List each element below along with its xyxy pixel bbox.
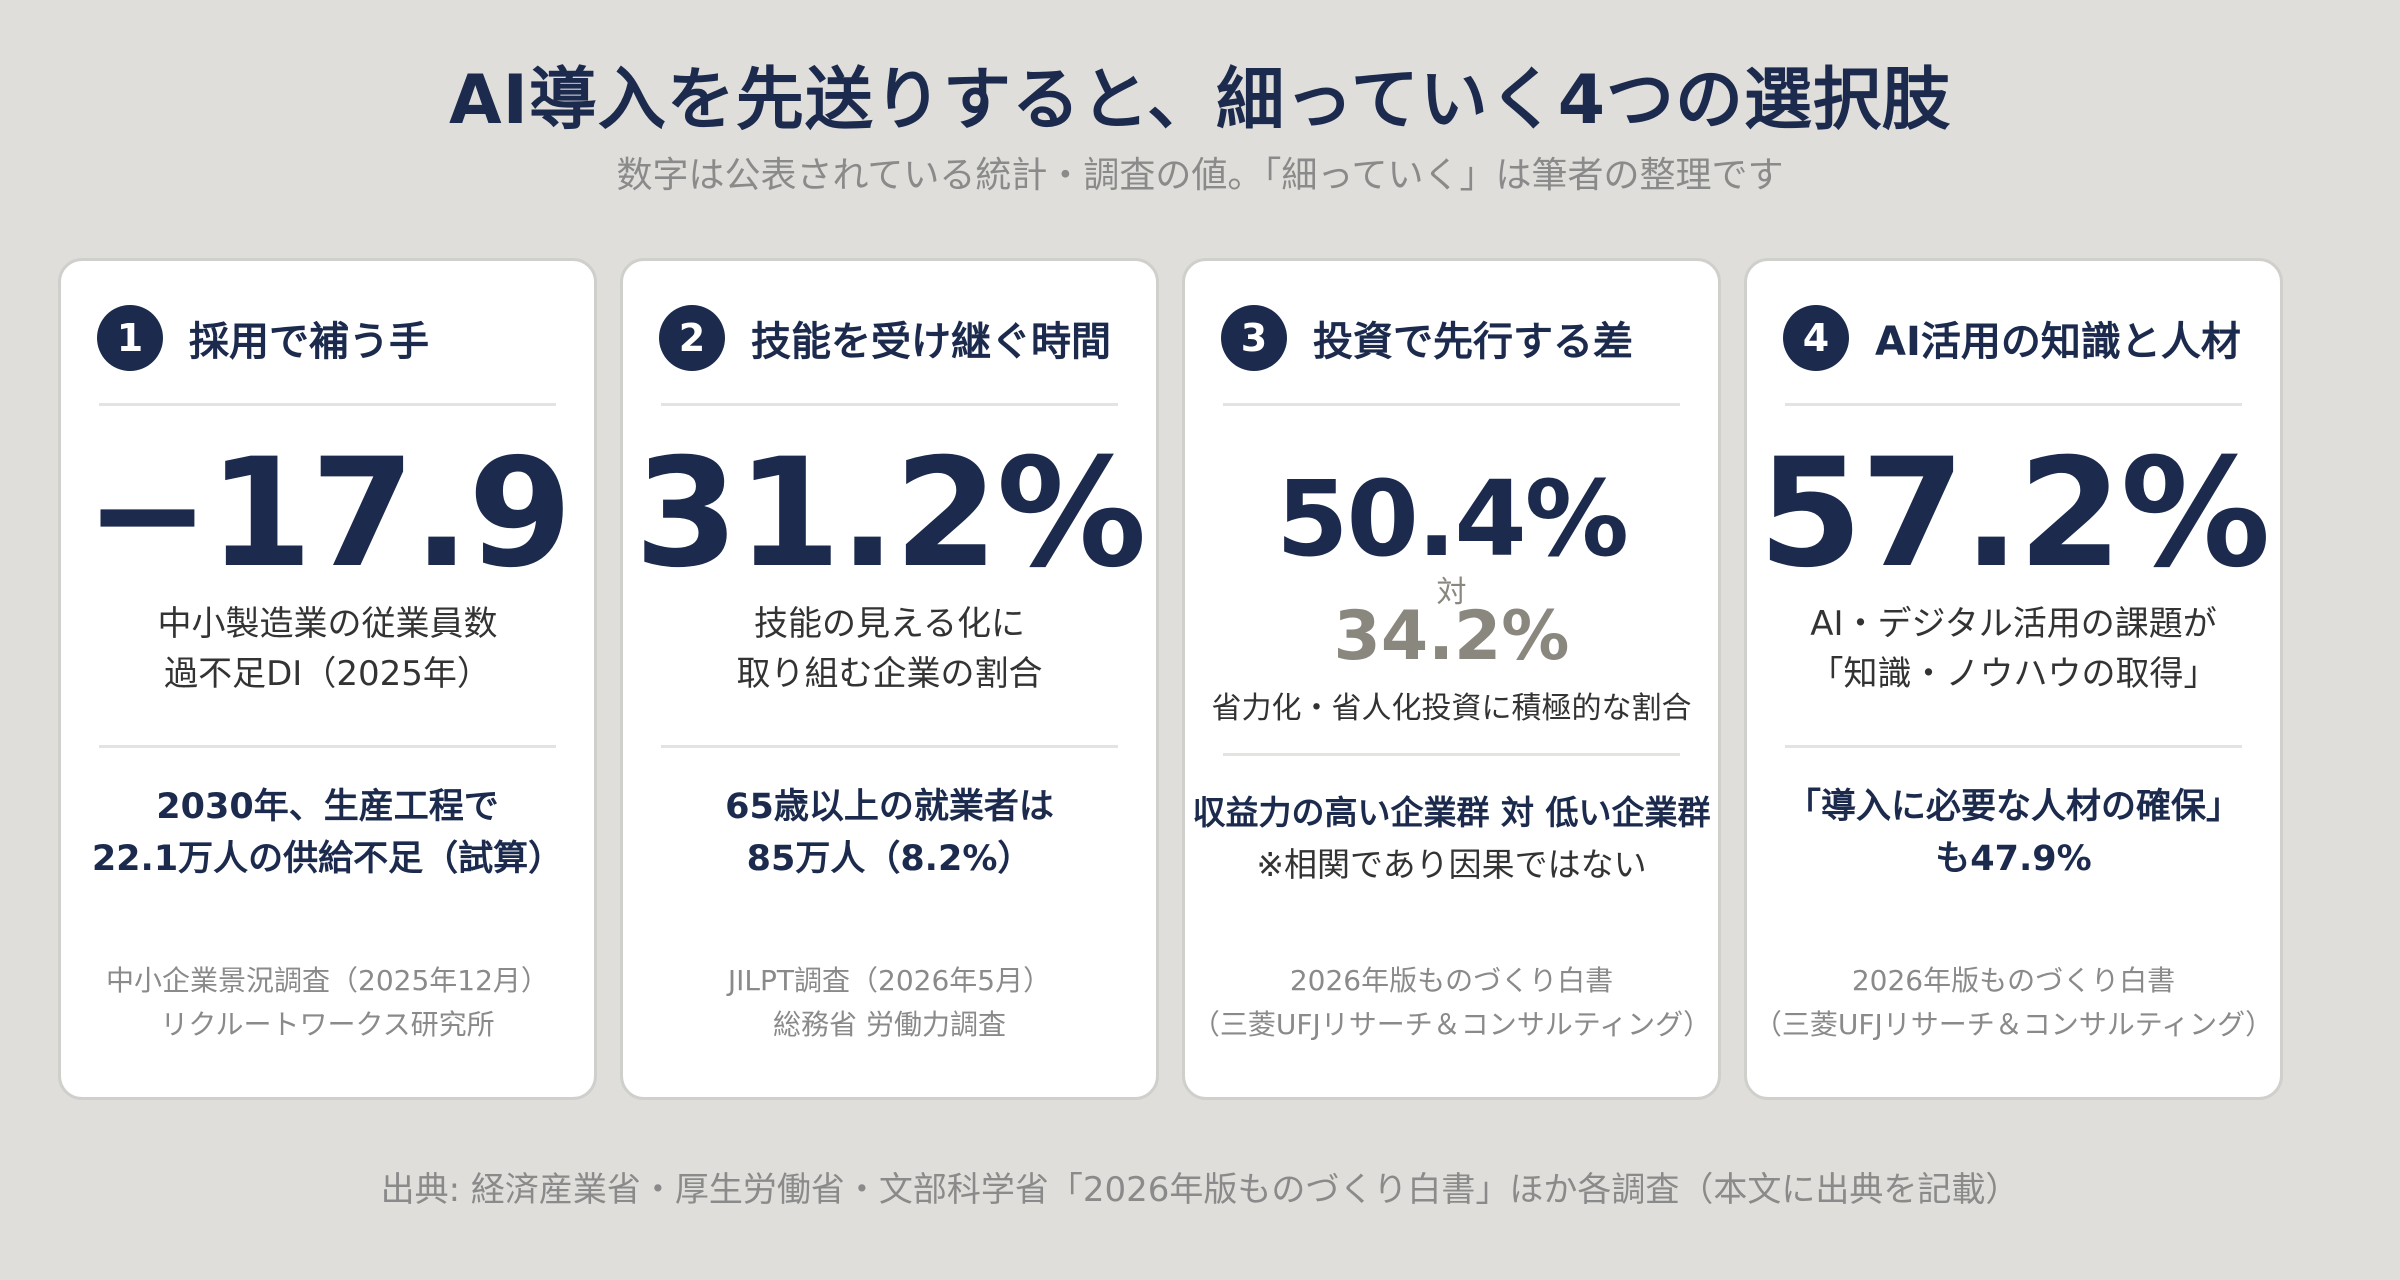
source-line: （三菱UFJリサーチ＆コンサルティング） [1753,1008,2274,1041]
source-line: 総務省 労働力調査 [773,1008,1006,1041]
description-line: 技能の見える化に [754,604,1025,644]
value-description: AI・デジタル活用の課題が 「知識・ノウハウの取得」 [1757,599,2270,699]
description-line: 中小製造業の従業員数 [157,604,498,644]
fact-line: 収益力の高い企業群 対 低い企業群 [1192,793,1711,832]
compare-value: 34.2% [1333,597,1570,676]
value-description: 技能の見える化に 取り組む企業の割合 [633,599,1146,699]
key-fact: 「導入に必要な人材の確保」 も47.9% [1751,781,2276,885]
card-ai-talent: 4 AI活用の知識と人材 57.2% AI・デジタル活用の課題が 「知識・ノウハ… [1744,258,2283,1100]
card-header: 2 技能を受け継ぐ時間 [659,303,1136,373]
divider [661,403,1118,406]
big-value: 50.4% [1276,458,1629,580]
card-grid: 1 採用で補う手 −17.9 中小製造業の従業員数 過不足DI（2025年） 2… [58,258,2342,1100]
card-skills: 2 技能を受け継ぐ時間 31.2% 技能の見える化に 取り組む企業の割合 65歳… [620,258,1159,1100]
number-badge: 3 [1221,305,1287,371]
fact-line: 「導入に必要な人材の確保」 [1785,787,2241,827]
fact-line: 22.1万人の供給不足（試算） [91,839,564,879]
card-header: 1 採用で補う手 [97,303,574,373]
source-note: 2026年版ものづくり白書 （三菱UFJリサーチ＆コンサルティング） [1747,959,2280,1047]
fact-line: 85万人（8.2%） [746,839,1033,879]
source-line: リクルートワークス研究所 [160,1008,495,1041]
caveat-note: ※相関であり因果ではない [1256,845,1647,884]
number-badge: 2 [659,305,725,371]
key-fact: 65歳以上の就業者は 85万人（8.2%） [627,781,1152,885]
divider [1223,403,1680,406]
big-value: 31.2% [634,427,1146,601]
source-line: 2026年版ものづくり白書 [1289,964,1614,997]
description-line: AI・デジタル活用の課題が [1810,604,2217,644]
description-line: 「知識・ノウハウの取得」 [1809,654,2218,694]
page-subtitle: 数字は公表されている統計・調査の値。「細っていく」は筆者の整理です [616,155,1784,196]
number-badge: 4 [1783,305,1849,371]
card-header: 3 投資で先行する差 [1221,303,1698,373]
card-title: 採用で補う手 [189,319,429,365]
card-header: 4 AI活用の知識と人材 [1783,303,2260,373]
description-line: 取り組む企業の割合 [736,654,1043,694]
divider [1223,753,1680,756]
divider [99,745,556,748]
source-line: 中小企業景況調査（2025年12月） [106,964,549,997]
footer-citation: 出典: 経済産業省・厚生労働省・文部科学省「2026年版ものづくり白書」ほか各調… [380,1170,2020,1210]
divider [1785,403,2242,406]
value-description: 省力化・省人化投資に積極的な割合 [1211,691,1692,726]
value-description: 中小製造業の従業員数 過不足DI（2025年） [71,599,584,699]
source-line: 2026年版ものづくり白書 [1851,964,2176,997]
versus-label: 対 [1436,575,1467,610]
description-line: 過不足DI（2025年） [164,654,491,694]
divider [661,745,1118,748]
source-note: 2026年版ものづくり白書 （三菱UFJリサーチ＆コンサルティング） [1185,959,1718,1047]
card-hiring: 1 採用で補う手 −17.9 中小製造業の従業員数 過不足DI（2025年） 2… [58,258,597,1100]
card-title: 技能を受け継ぐ時間 [751,319,1111,365]
divider [1785,745,2242,748]
card-title: AI活用の知識と人材 [1875,319,2241,365]
number-badge: 1 [97,305,163,371]
fact-line: 65歳以上の就業者は [725,787,1054,827]
big-value: 57.2% [1758,427,2270,601]
source-line: （三菱UFJリサーチ＆コンサルティング） [1191,1008,1712,1041]
card-investment: 3 投資で先行する差 50.4% 対 34.2% 省力化・省人化投資に積極的な割… [1182,258,1721,1100]
source-note: JILPT調査（2026年5月） 総務省 労働力調査 [623,959,1156,1047]
fact-line: も47.9% [1935,839,2092,879]
key-fact: 収益力の高い企業群 対 低い企業群 ※相関であり因果ではない [1185,787,1718,891]
divider [99,403,556,406]
page-title: AI導入を先送りすると、細っていく4つの選択肢 [448,61,1952,140]
big-value: −17.9 [84,427,573,601]
source-line: JILPT調査（2026年5月） [727,964,1052,997]
fact-line: 2030年、生産工程で [156,787,499,827]
card-title: 投資で先行する差 [1313,319,1633,365]
key-fact: 2030年、生産工程で 22.1万人の供給不足（試算） [65,781,590,885]
source-note: 中小企業景況調査（2025年12月） リクルートワークス研究所 [61,959,594,1047]
